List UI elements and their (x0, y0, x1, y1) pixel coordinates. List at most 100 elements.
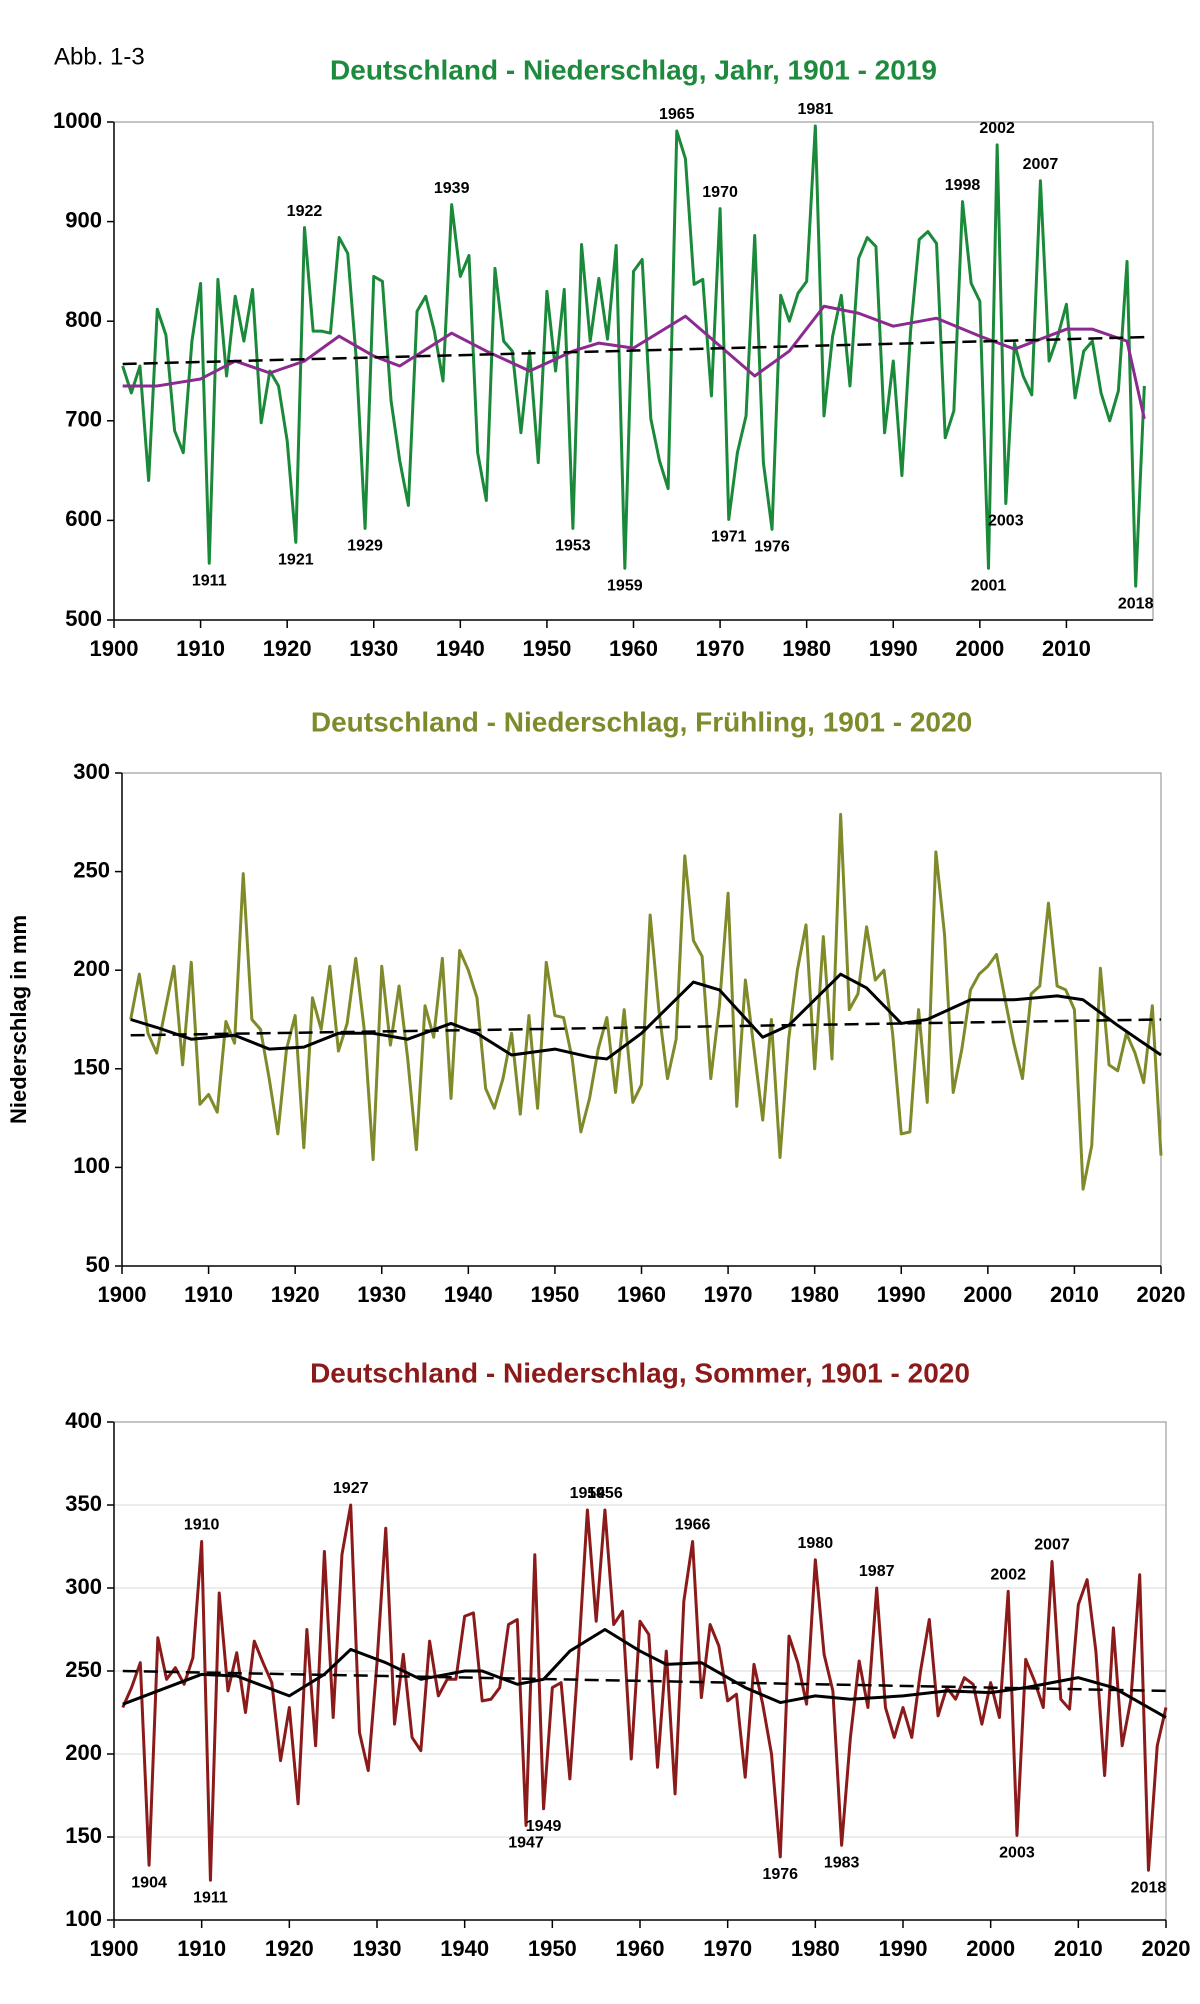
annotation: 1976 (754, 539, 790, 556)
y-tick-label: 150 (73, 1055, 110, 1080)
x-tick-label: 1980 (791, 1936, 840, 1961)
x-tick-label: 1990 (877, 1282, 926, 1307)
chart-title: Deutschland - Niederschlag, Sommer, 1901… (310, 1357, 970, 1388)
y-tick-label: 500 (65, 606, 102, 631)
x-tick-label: 1990 (869, 636, 918, 661)
x-tick-label: 2000 (966, 1936, 1015, 1961)
trend-line (130, 1018, 1162, 1037)
annotation: 2002 (990, 1567, 1026, 1584)
x-tick-label: 1970 (703, 1936, 752, 1961)
annotation: 2007 (1034, 1537, 1070, 1554)
annotation: 2018 (1131, 1879, 1167, 1896)
x-tick-label: 1950 (522, 636, 571, 661)
data-line (122, 1628, 1167, 1719)
x-tick-label: 2000 (955, 636, 1004, 661)
y-tick-label: 150 (65, 1823, 102, 1848)
annotation: 1949 (526, 1818, 562, 1835)
x-tick-label: 1980 (782, 636, 831, 661)
chart-title: Deutschland - Niederschlag, Jahr, 1901 -… (330, 54, 937, 85)
y-tick-label: 300 (73, 759, 110, 784)
y-tick-label: 50 (86, 1252, 110, 1277)
annotation: 1911 (192, 572, 227, 589)
x-tick-label: 2010 (1042, 636, 1091, 661)
x-tick-label: 1920 (263, 636, 312, 661)
y-tick-label: 300 (65, 1574, 102, 1599)
x-tick-label: 2020 (1142, 1936, 1191, 1961)
y-tick-label: 900 (65, 207, 102, 232)
x-tick-label: 1940 (440, 1936, 489, 1961)
x-tick-label: 1960 (616, 1936, 665, 1961)
data-line (130, 972, 1162, 1061)
annotation: 1927 (333, 1480, 369, 1497)
x-tick-label: 2010 (1050, 1282, 1099, 1307)
data-line (129, 812, 1163, 1191)
y-tick-label: 400 (65, 1408, 102, 1433)
annotation: 1987 (859, 1563, 895, 1580)
annotation: 1959 (607, 577, 643, 594)
y-tick-label: 600 (65, 506, 102, 531)
annotation: 2007 (1023, 156, 1059, 173)
x-tick-label: 1970 (696, 636, 745, 661)
y-tick-label: 700 (65, 407, 102, 432)
annotation: 1947 (508, 1835, 544, 1852)
y-tick-label: 1000 (53, 108, 102, 133)
trend-line (122, 1669, 1167, 1693)
annotation: 2002 (979, 120, 1015, 137)
annotation: 1965 (659, 106, 695, 123)
x-tick-label: 1950 (530, 1282, 579, 1307)
x-tick-label: 1910 (177, 1936, 226, 1961)
x-tick-label: 2000 (963, 1282, 1012, 1307)
y-tick-label: 100 (65, 1906, 102, 1931)
annotation: 1980 (798, 1535, 834, 1552)
x-tick-label: 1960 (609, 636, 658, 661)
annotation: 1976 (762, 1866, 798, 1883)
data-line (121, 124, 1146, 588)
annotation: 1911 (193, 1889, 228, 1906)
x-tick-label: 2020 (1137, 1282, 1186, 1307)
x-tick-label: 1910 (176, 636, 225, 661)
annotation: 1981 (798, 101, 834, 118)
x-tick-label: 1900 (98, 1282, 147, 1307)
x-tick-label: 1940 (436, 636, 485, 661)
x-tick-label: 1920 (271, 1282, 320, 1307)
chart-title: Deutschland - Niederschlag, Frühling, 19… (311, 706, 972, 737)
x-tick-label: 1950 (528, 1936, 577, 1961)
x-tick-label: 1920 (265, 1936, 314, 1961)
y-tick-label: 100 (73, 1153, 110, 1178)
annotation: 1983 (824, 1855, 860, 1872)
x-tick-label: 1980 (790, 1282, 839, 1307)
trend-line (122, 335, 1145, 366)
x-tick-label: 1900 (90, 636, 139, 661)
annotation: 2003 (999, 1845, 1035, 1862)
y-tick-label: 800 (65, 307, 102, 332)
annotation: 1904 (131, 1874, 167, 1891)
annotation: 1966 (675, 1517, 711, 1534)
annotation: 1971 (711, 529, 747, 546)
x-tick-label: 2010 (1054, 1936, 1103, 1961)
annotation: 1921 (278, 552, 314, 569)
x-tick-label: 1930 (357, 1282, 406, 1307)
annotation: 1939 (434, 180, 470, 197)
y-tick-label: 200 (65, 1740, 102, 1765)
y-tick-label: 250 (65, 1657, 102, 1682)
x-tick-label: 1940 (444, 1282, 493, 1307)
x-tick-label: 1990 (879, 1936, 928, 1961)
y-tick-label: 250 (73, 857, 110, 882)
x-tick-label: 1970 (704, 1282, 753, 1307)
x-tick-label: 1930 (353, 1936, 402, 1961)
annotation: 1954 (570, 1485, 606, 1502)
annotation: 1956 (587, 1485, 623, 1502)
y-tick-label: 200 (73, 956, 110, 981)
figure-label: Abb. 1-3 (54, 43, 145, 70)
x-tick-label: 1930 (349, 636, 398, 661)
y-axis-label: Niederschlag in mm (6, 915, 31, 1124)
annotation: 1970 (702, 184, 738, 201)
x-tick-label: 1910 (184, 1282, 233, 1307)
y-tick-label: 350 (65, 1491, 102, 1516)
annotation: 1998 (945, 177, 981, 194)
annotation: 1953 (555, 538, 591, 555)
annotation: 2001 (971, 577, 1007, 594)
annotation: 2018 (1118, 595, 1154, 612)
